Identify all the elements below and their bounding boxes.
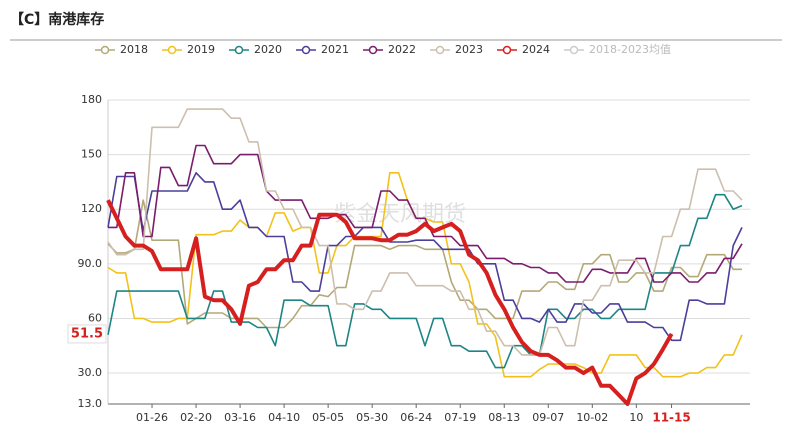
watermark: 紫金天风期货 <box>334 202 466 227</box>
x-tick-label: 11-15 <box>652 411 690 425</box>
y-tick-label: 90.0 <box>78 257 103 270</box>
x-tick-label: 08-13 <box>488 411 520 424</box>
x-tick-label: 06-24 <box>400 411 432 424</box>
legend-marker[interactable] <box>435 45 445 55</box>
series-line <box>107 199 742 329</box>
legend-label[interactable]: 2018-2023均值 <box>589 43 671 56</box>
y-tick-label: 150 <box>81 148 102 161</box>
series-line <box>107 108 743 356</box>
x-tick-label: 09-07 <box>532 411 564 424</box>
x-tick-label: 05-05 <box>312 411 344 424</box>
chart-title: 【C】南港库存 <box>10 11 104 28</box>
x-tick-label: 02-20 <box>180 411 212 424</box>
y-tick-label: 13.0 <box>78 397 103 410</box>
y-tick-label: 120 <box>81 202 102 215</box>
x-tick-label: 01-26 <box>136 411 168 424</box>
legend-label[interactable]: 2022 <box>388 43 416 56</box>
legend-marker[interactable] <box>569 45 579 55</box>
legend-marker[interactable] <box>234 45 244 55</box>
x-tick-label: 04-10 <box>268 411 300 424</box>
legend-marker[interactable] <box>368 45 378 55</box>
series-line <box>107 172 743 342</box>
legend-marker[interactable] <box>301 45 311 55</box>
series-line <box>106 199 674 406</box>
legend-label[interactable]: 2020 <box>254 43 282 56</box>
y-tick-label: 180 <box>81 93 102 106</box>
x-tick-label: 10 <box>629 411 643 424</box>
series-line <box>107 193 743 369</box>
series-line <box>108 144 743 283</box>
x-tick-label: 05-30 <box>356 411 388 424</box>
legend-marker[interactable] <box>100 45 110 55</box>
y-tick-label: 60 <box>88 311 102 324</box>
x-tick-label: 10-02 <box>576 411 608 424</box>
legend-label[interactable]: 2023 <box>455 43 483 56</box>
legend-label[interactable]: 2021 <box>321 43 349 56</box>
x-tick-label: 03-16 <box>224 411 256 424</box>
y-tick-label: 30.0 <box>78 366 103 379</box>
legend-label[interactable]: 2019 <box>187 43 215 56</box>
current-value-label: 51.5 <box>71 326 103 341</box>
x-tick-label: 07-19 <box>444 411 476 424</box>
legend-label[interactable]: 2018 <box>120 43 148 56</box>
legend-marker[interactable] <box>167 45 177 55</box>
legend-label[interactable]: 2024 <box>522 43 550 56</box>
current-value-box <box>67 324 107 344</box>
legend-marker[interactable] <box>502 45 512 55</box>
